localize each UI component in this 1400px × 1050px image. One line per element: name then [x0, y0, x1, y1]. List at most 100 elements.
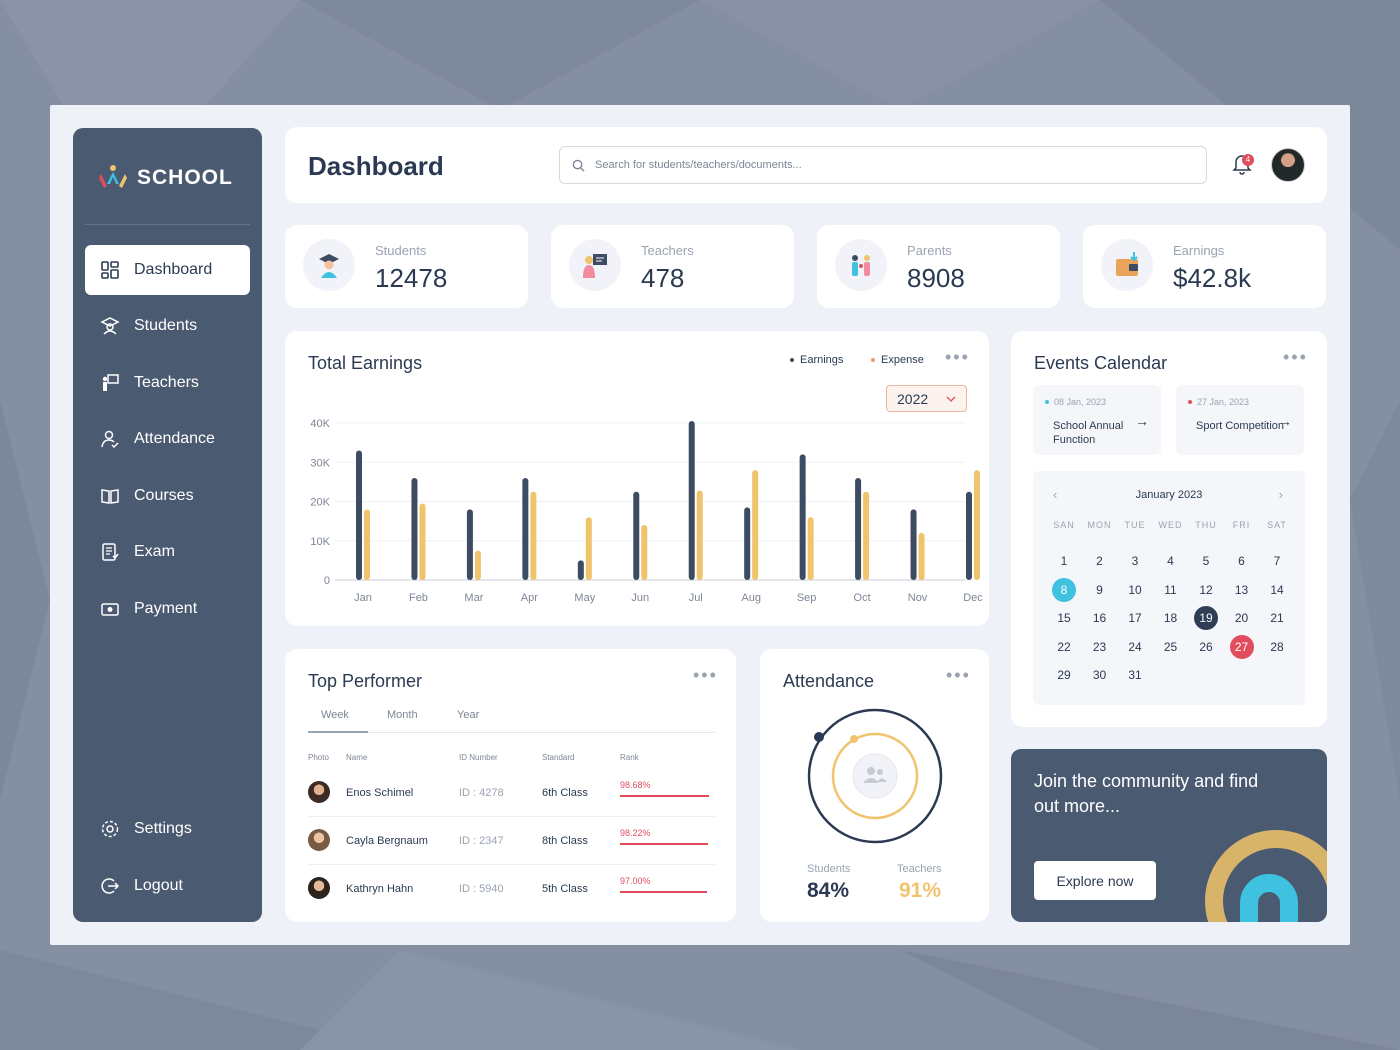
bar-earnings[interactable] [910, 509, 917, 580]
sidebar-item-students[interactable]: Students [85, 301, 250, 351]
calendar-day[interactable]: 21 [1270, 611, 1284, 625]
card-title: Total Earnings [308, 353, 423, 373]
performer-rank: 97.00% [620, 876, 651, 886]
bar-expense[interactable] [863, 491, 870, 580]
calendar-day[interactable]: 24 [1128, 639, 1142, 654]
calendar-day[interactable]: 19 [1194, 606, 1218, 630]
bar-earnings[interactable] [688, 421, 695, 580]
events-calendar-card: Events Calendar ••• 08 Jan, 2023 School … [1011, 331, 1327, 727]
calendar-day[interactable]: 2 [1096, 554, 1103, 568]
bar-earnings[interactable] [633, 491, 640, 580]
rank-bar [620, 795, 709, 797]
more-options-icon[interactable]: ••• [693, 665, 718, 685]
calendar-day[interactable]: 11 [1164, 582, 1177, 597]
calendar-day[interactable]: 16 [1092, 611, 1107, 625]
calendar-day[interactable]: 27 [1229, 634, 1254, 659]
bar-expense[interactable] [752, 470, 759, 580]
calendar-day[interactable]: 17 [1128, 611, 1142, 625]
sidebar-item-teachers[interactable]: Teachers [85, 358, 250, 408]
calendar-day[interactable]: 23 [1092, 639, 1107, 654]
logout-icon [101, 878, 120, 894]
chevron-left-icon[interactable]: ‹ [1053, 487, 1058, 502]
bar-earnings[interactable] [966, 491, 972, 580]
bar-expense[interactable] [696, 490, 703, 580]
bar-earnings[interactable] [356, 450, 362, 580]
tab-week[interactable]: Week [321, 709, 349, 721]
bar-earnings[interactable] [799, 454, 806, 580]
calendar-day[interactable]: 28 [1270, 639, 1284, 654]
sidebar-item-courses[interactable]: Courses [85, 471, 250, 521]
chevron-right-icon[interactable]: › [1278, 487, 1283, 502]
calendar-day[interactable]: 1 [1060, 554, 1068, 568]
sidebar: SCHOOL Dashboard Students Teachers Atten… [73, 128, 262, 922]
event-item[interactable]: 27 Jan, 2023 Sport Competition → [1176, 385, 1304, 455]
more-options-icon[interactable]: ••• [1283, 347, 1308, 367]
bar-expense[interactable] [974, 470, 980, 580]
weekday-label: TUE [1124, 520, 1146, 530]
calendar-day[interactable]: 26 [1199, 639, 1213, 654]
calendar-day[interactable]: 25 [1163, 639, 1178, 654]
legend-label: Earnings [800, 354, 844, 366]
calendar-day[interactable]: 31 [1128, 668, 1142, 682]
sidebar-item-exam[interactable]: Exam [85, 527, 250, 577]
bar-expense[interactable] [807, 517, 814, 580]
calendar-day[interactable]: 18 [1163, 611, 1178, 625]
bar-expense[interactable] [918, 532, 925, 580]
table-row[interactable]: Kathryn Hahn ID : 5940 5th Class 97.00% [308, 865, 715, 913]
calendar-day[interactable]: 12 [1199, 582, 1213, 597]
performer-id: ID : 5940 [459, 883, 504, 895]
more-options-icon[interactable]: ••• [945, 347, 970, 367]
page-title: Dashboard [308, 151, 444, 181]
calendar-day[interactable]: 10 [1128, 582, 1142, 597]
tab-month[interactable]: Month [387, 709, 418, 721]
sidebar-item-logout[interactable]: Logout [85, 861, 250, 911]
calendar-day[interactable]: 3 [1131, 554, 1139, 568]
bar-expense[interactable] [474, 550, 481, 580]
avatar [308, 877, 330, 899]
explore-now-button[interactable]: Explore now [1034, 861, 1156, 900]
calendar-day[interactable]: 29 [1057, 668, 1071, 682]
sidebar-item-dashboard[interactable]: Dashboard [85, 245, 250, 295]
app-name: SCHOOL [137, 166, 233, 189]
user-avatar[interactable] [1271, 148, 1305, 182]
table-row[interactable]: Cayla Bergnaum ID : 2347 8th Class 98.22… [308, 817, 715, 865]
bar-earnings[interactable] [466, 509, 473, 580]
sidebar-item-label: Teachers [134, 374, 199, 391]
calendar-day[interactable]: 30 [1092, 668, 1107, 682]
calendar-day[interactable]: 22 [1057, 639, 1071, 654]
app-logo[interactable]: SCHOOL [97, 164, 233, 192]
tab-year[interactable]: Year [457, 709, 480, 721]
bar-earnings[interactable] [855, 477, 862, 580]
calendar-day[interactable]: 14 [1270, 582, 1284, 597]
sidebar-item-settings[interactable]: Settings [85, 804, 250, 854]
x-tick-label: Nov [908, 592, 928, 604]
calendar-day[interactable]: 20 [1234, 611, 1249, 625]
search-input[interactable] [595, 159, 1155, 171]
bar-earnings[interactable] [744, 507, 751, 580]
search-bar [559, 146, 1207, 184]
bar-expense[interactable] [364, 509, 370, 580]
event-item[interactable]: 08 Jan, 2023 School Annual Function → [1033, 385, 1161, 455]
bar-expense[interactable] [585, 517, 592, 580]
bar-earnings[interactable] [411, 477, 418, 580]
table-row[interactable]: Enos Schimel ID : 4278 6th Class 98.68% [308, 769, 715, 817]
calendar-day[interactable]: 6 [1238, 554, 1245, 568]
bar-expense[interactable] [641, 525, 648, 580]
calendar-day[interactable]: 5 [1202, 554, 1210, 568]
more-options-icon[interactable]: ••• [946, 665, 971, 685]
sidebar-item-attendance[interactable]: Attendance [85, 414, 250, 464]
year-select[interactable]: 2022 [886, 385, 967, 412]
bar-expense[interactable] [419, 503, 426, 580]
calendar-day[interactable]: 4 [1167, 554, 1174, 568]
bar-earnings[interactable] [577, 560, 584, 580]
sidebar-item-payment[interactable]: Payment [85, 584, 250, 634]
x-tick-label: Jul [689, 592, 703, 604]
bar-earnings[interactable] [522, 477, 529, 580]
calendar-day[interactable]: 7 [1273, 554, 1281, 568]
calendar-day[interactable]: 8 [1052, 577, 1076, 602]
calendar-day[interactable]: 9 [1096, 582, 1103, 597]
calendar-day[interactable]: 13 [1234, 582, 1249, 597]
calendar-day[interactable]: 15 [1057, 611, 1071, 625]
weekday-label: MON [1087, 520, 1112, 530]
bar-expense[interactable] [530, 491, 537, 580]
